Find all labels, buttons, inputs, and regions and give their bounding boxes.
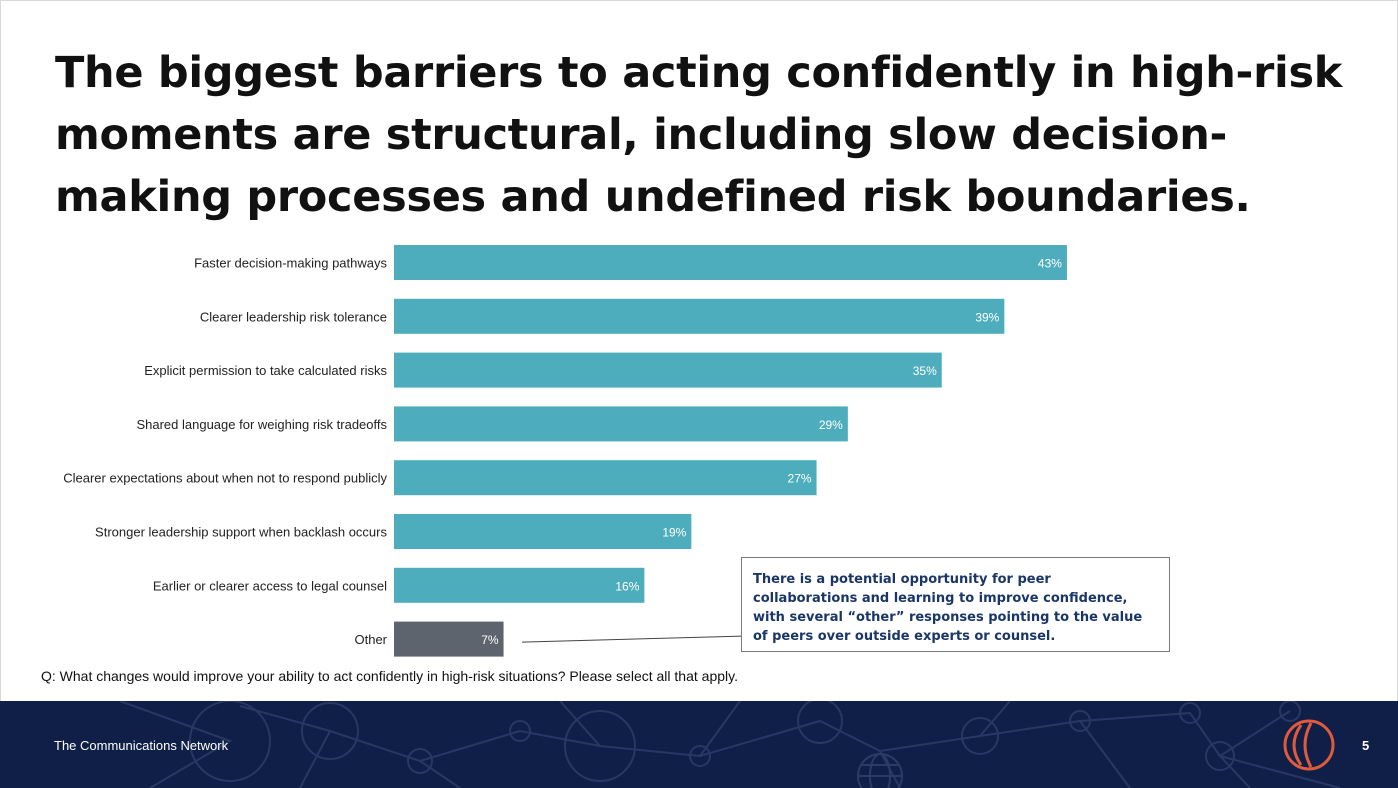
logo-icon xyxy=(1283,719,1335,771)
value-label: 35% xyxy=(913,364,937,378)
value-label: 7% xyxy=(481,633,499,647)
category-label: Earlier or clearer access to legal couns… xyxy=(153,578,387,593)
bar-other xyxy=(394,621,504,657)
callout-box: There is a potential opportunity for pee… xyxy=(741,557,1170,652)
value-label: 27% xyxy=(788,472,812,486)
footer-org-name: The Communications Network xyxy=(54,738,229,753)
category-label: Clearer leadership risk tolerance xyxy=(200,309,387,324)
bar-chart: Faster decision-making pathways 43% Cleare… xyxy=(63,245,1067,657)
footer-band: The Communications Network 5 xyxy=(0,701,1398,788)
category-label: Other xyxy=(354,632,387,647)
value-label: 16% xyxy=(615,579,639,593)
bar-clearer-leadership-risk-tolerance xyxy=(394,298,1005,334)
bar-explicit-permission-to-take-calculated-risks xyxy=(394,352,942,388)
callout-text: There is a potential opportunity for pee… xyxy=(753,572,1143,644)
value-label: 29% xyxy=(819,418,843,432)
bar-earlier-or-clearer-access-to-legal-counsel xyxy=(394,567,645,603)
value-label: 19% xyxy=(662,526,686,540)
network-pattern-icon xyxy=(119,701,1341,788)
survey-question: Q: What changes would improve your abili… xyxy=(41,668,738,684)
category-label: Stronger leadership support when backlas… xyxy=(95,525,387,540)
value-label: 39% xyxy=(975,310,999,324)
page-number: 5 xyxy=(1362,738,1370,753)
category-label: Explicit permission to take calculated r… xyxy=(144,363,387,378)
category-label: Clearer expectations about when not to r… xyxy=(63,471,387,486)
bar-stronger-leadership-support-when-backlash-occurs xyxy=(394,514,692,549)
value-label: 43% xyxy=(1038,257,1062,271)
callout-connector-line xyxy=(521,635,743,643)
category-label: Faster decision-making pathways xyxy=(194,256,387,271)
bar-clearer-expectations-about-when-not-to-respond-publicly xyxy=(394,460,817,496)
bar-faster-decision-making-pathways xyxy=(394,245,1067,280)
category-label: Shared language for weighing risk tradeo… xyxy=(136,417,387,432)
globe-icon xyxy=(857,753,903,788)
bar-shared-language-for-weighing-risk-tradeoffs xyxy=(394,406,848,442)
slide-title: The biggest barriers to acting confident… xyxy=(55,48,1343,222)
